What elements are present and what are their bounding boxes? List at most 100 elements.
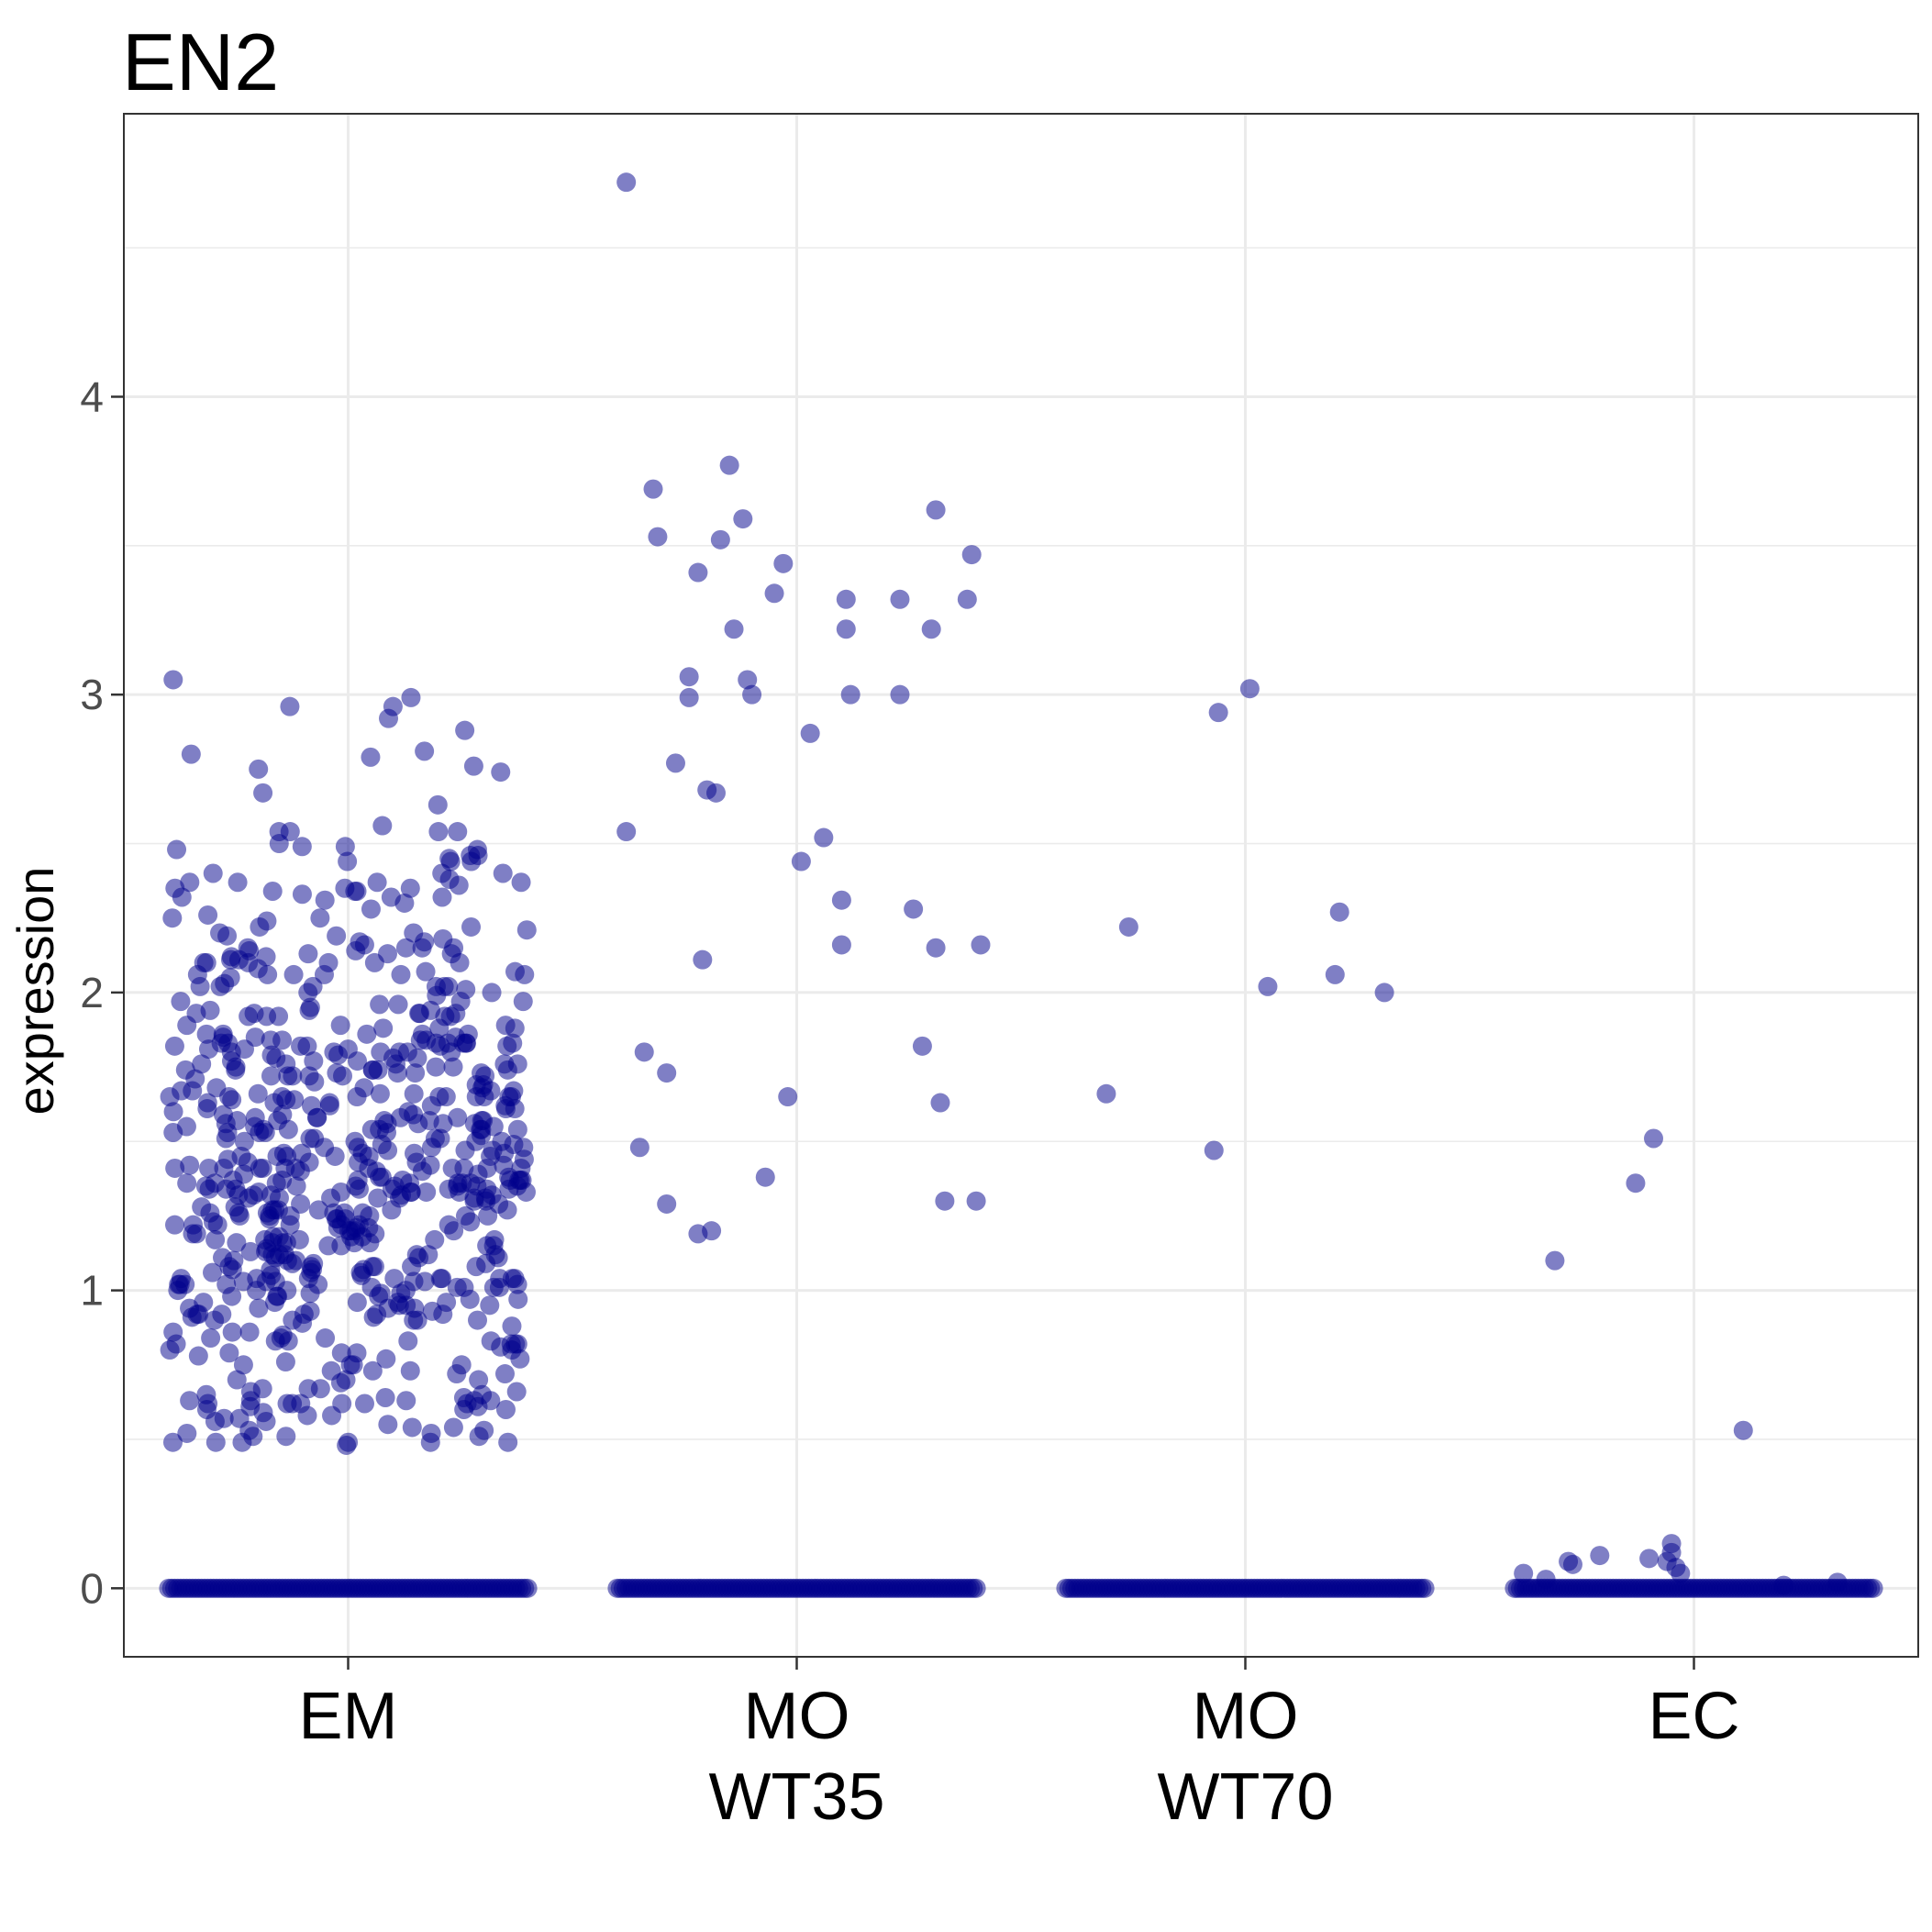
data-point bbox=[482, 983, 502, 1003]
axes: 0 1 2 3 4 EM MO WT35 MO WT70 EC bbox=[80, 372, 1739, 1834]
data-point bbox=[283, 964, 304, 984]
data-point bbox=[491, 762, 511, 783]
data-point bbox=[192, 1197, 212, 1217]
data-point bbox=[738, 670, 758, 690]
data-point bbox=[971, 935, 991, 955]
data-point bbox=[177, 1173, 197, 1194]
data-point bbox=[222, 1322, 242, 1342]
data-point bbox=[448, 1107, 468, 1127]
data-point bbox=[355, 1393, 375, 1414]
data-point bbox=[422, 1301, 442, 1321]
data-point bbox=[272, 1087, 292, 1107]
plot-panel-border bbox=[123, 113, 1919, 1658]
data-point bbox=[688, 562, 708, 583]
data-point bbox=[245, 1027, 265, 1048]
data-point bbox=[742, 684, 762, 705]
data-point bbox=[398, 1331, 418, 1351]
data-point bbox=[432, 887, 452, 907]
data-point bbox=[404, 1310, 424, 1330]
data-point bbox=[322, 1405, 342, 1426]
data-point bbox=[401, 687, 421, 707]
data-point bbox=[401, 1182, 421, 1202]
data-point bbox=[217, 926, 238, 946]
data-point bbox=[1661, 1542, 1682, 1562]
data-point bbox=[425, 1229, 445, 1249]
data-point bbox=[890, 589, 910, 609]
data-point bbox=[778, 1087, 798, 1107]
data-point bbox=[831, 890, 851, 910]
data-point bbox=[657, 1063, 677, 1083]
data-point bbox=[1118, 916, 1138, 937]
data-point bbox=[232, 1432, 252, 1452]
data-point bbox=[227, 1233, 247, 1253]
data-point bbox=[171, 992, 191, 1012]
data-point bbox=[216, 1179, 236, 1199]
data-point bbox=[347, 1293, 367, 1313]
data-point bbox=[494, 1364, 515, 1384]
data-point bbox=[376, 1349, 396, 1369]
data-point bbox=[205, 1229, 226, 1249]
data-point bbox=[318, 952, 339, 972]
data-point bbox=[337, 1435, 357, 1455]
data-point bbox=[384, 1269, 405, 1289]
data-point bbox=[391, 1283, 411, 1304]
data-point bbox=[227, 1370, 247, 1390]
data-point bbox=[199, 1158, 219, 1178]
data-point bbox=[400, 878, 420, 898]
data-point bbox=[240, 1391, 261, 1411]
data-point bbox=[180, 1298, 200, 1318]
data-point bbox=[1562, 1554, 1582, 1574]
data-point bbox=[368, 1060, 388, 1080]
data-point bbox=[228, 872, 248, 893]
data-point bbox=[298, 944, 318, 964]
data-point bbox=[387, 1063, 407, 1083]
data-point bbox=[505, 961, 525, 982]
data-point bbox=[427, 794, 448, 815]
data-point bbox=[388, 994, 408, 1015]
data-point bbox=[1258, 976, 1278, 996]
data-point bbox=[370, 1083, 390, 1104]
data-point bbox=[415, 1271, 435, 1292]
data-point bbox=[253, 783, 273, 803]
data-point bbox=[180, 1155, 200, 1175]
data-point bbox=[1239, 679, 1260, 699]
x-tick-label: EM bbox=[299, 1680, 398, 1753]
data-point bbox=[475, 1066, 495, 1086]
data-point bbox=[500, 1170, 520, 1190]
data-point bbox=[1827, 1572, 1848, 1593]
x-tick-label: EC bbox=[1648, 1680, 1739, 1753]
data-point bbox=[466, 1257, 486, 1277]
data-point bbox=[228, 1203, 249, 1223]
data-point bbox=[468, 1164, 488, 1184]
data-point bbox=[679, 687, 699, 707]
data-point bbox=[308, 1200, 328, 1220]
data-point bbox=[219, 1343, 239, 1363]
data-point bbox=[474, 1420, 494, 1440]
data-point bbox=[277, 1281, 297, 1301]
data-point bbox=[300, 1128, 320, 1149]
data-point bbox=[319, 1093, 339, 1113]
data-point bbox=[264, 1293, 284, 1313]
data-point bbox=[1208, 703, 1228, 723]
data-point bbox=[415, 741, 435, 761]
data-point bbox=[755, 1167, 775, 1187]
data-point bbox=[160, 1087, 180, 1107]
data-point bbox=[361, 899, 381, 919]
data-point bbox=[333, 1066, 353, 1086]
data-point bbox=[502, 1316, 522, 1337]
data-point bbox=[165, 878, 185, 898]
data-point bbox=[369, 1286, 389, 1306]
data-point bbox=[327, 926, 347, 946]
data-point bbox=[448, 1173, 468, 1194]
data-point bbox=[961, 545, 982, 565]
data-point bbox=[338, 1039, 358, 1060]
y-tick-label: 3 bbox=[80, 671, 104, 718]
data-point bbox=[234, 1131, 254, 1151]
data-point bbox=[481, 1331, 501, 1351]
data-point bbox=[354, 935, 374, 955]
data-point bbox=[430, 1269, 450, 1289]
data-point bbox=[162, 908, 183, 928]
data-point bbox=[249, 1298, 269, 1318]
data-point bbox=[665, 753, 685, 773]
data-point bbox=[616, 172, 637, 193]
